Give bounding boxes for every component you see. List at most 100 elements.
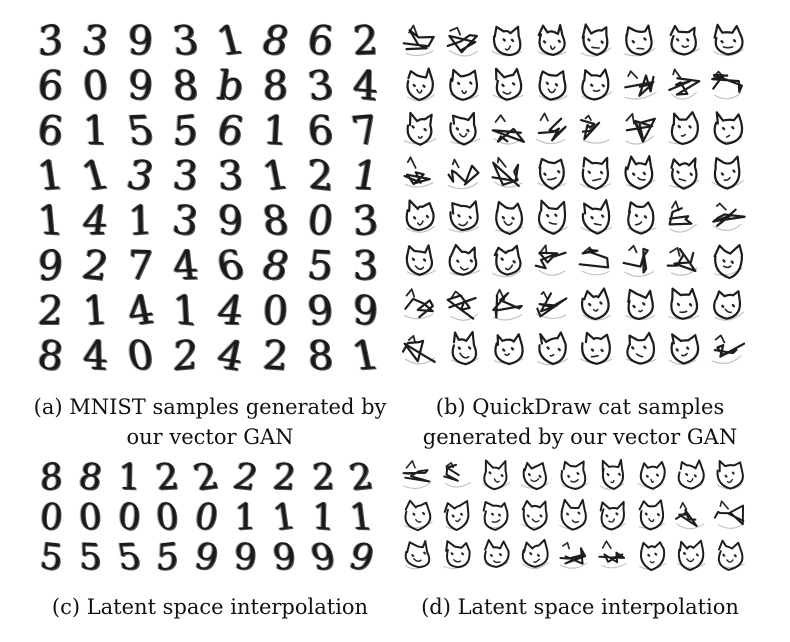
caption-a-line1: (a) MNIST samples generated by [33, 395, 387, 419]
cat-sketch [574, 108, 618, 152]
cat-sketch [618, 108, 662, 152]
digit-sample: 5 [78, 536, 103, 579]
digit-sample: 8 [259, 197, 292, 244]
digit-sample: 4 [213, 331, 248, 380]
cat-sketch [671, 456, 710, 496]
cat-sketch [486, 108, 530, 152]
cat-sketch [486, 64, 530, 108]
digit-sample: 2 [36, 287, 65, 334]
cat-sketch [662, 328, 706, 372]
digit-sample: 5 [155, 535, 180, 580]
cat-sketch [706, 152, 750, 196]
cat-sketch [486, 152, 530, 196]
digit-sample: 5 [123, 107, 158, 154]
cat-sketch [398, 108, 442, 152]
panel-d-cat-interpolation [398, 456, 750, 576]
cat-sketch [662, 20, 706, 64]
caption-b: (b) QuickDraw cat samples generated by o… [400, 392, 760, 452]
digit-sample: 3 [169, 195, 202, 246]
cat-sketch [486, 284, 530, 328]
cat-sketch [706, 240, 750, 284]
cat-sketch [662, 108, 706, 152]
cat-sketch [398, 284, 442, 328]
cat-sketch [574, 196, 618, 240]
digit-sample: 0 [306, 196, 335, 245]
cat-sketch [618, 284, 662, 328]
digit-sample: 8 [306, 332, 335, 379]
digit-sample: 4 [79, 197, 112, 244]
cat-sketch [554, 496, 593, 536]
digit-sample: 6 [305, 17, 336, 64]
cat-sketch [398, 456, 437, 496]
cat-sketch [398, 496, 437, 536]
cat-sample-grid [398, 20, 750, 372]
cat-sketch [398, 328, 442, 372]
digit-sample: 2 [261, 331, 290, 380]
caption-d: (d) Latent space interpolation [421, 595, 739, 619]
digit-sample: 0 [124, 332, 157, 379]
digit-sample: 1 [269, 495, 299, 540]
cat-sketch [706, 284, 750, 328]
caption-b-line1: (b) QuickDraw cat samples [435, 395, 725, 419]
digit-sample: 3 [79, 16, 112, 65]
cat-sketch [618, 152, 662, 196]
cat-sketch [530, 64, 574, 108]
cat-sketch [398, 536, 437, 576]
cat-sketch [437, 496, 476, 536]
digit-sample: 3 [122, 151, 159, 200]
cat-sketch [618, 196, 662, 240]
cat-sketch [486, 328, 530, 372]
digit-sample: 1 [81, 286, 110, 335]
cat-sketch [442, 328, 486, 372]
cat-sketch [554, 536, 593, 576]
cat-sketch [710, 456, 749, 496]
cat-sketch [442, 284, 486, 328]
digit-sample: 5 [304, 241, 337, 290]
digit-sample: 6 [305, 107, 336, 154]
cat-sketch [398, 64, 442, 108]
cat-sketch [706, 20, 750, 64]
digit-sample: 5 [172, 105, 199, 156]
digit-sample: 2 [171, 331, 200, 380]
cat-sketch [671, 536, 710, 576]
cat-sketch [442, 196, 486, 240]
digit-sample: 1 [348, 152, 383, 199]
cat-sketch [632, 496, 671, 536]
digit-sample: 8 [171, 61, 200, 110]
digit-sample: 9 [217, 196, 244, 245]
cat-sketch [515, 456, 554, 496]
digit-sample: 8 [35, 331, 66, 380]
digit-sample: 0 [154, 496, 181, 539]
cat-sketch [710, 536, 749, 576]
digit-sample: 7 [126, 242, 155, 289]
cat-sketch [574, 240, 618, 284]
cat-sketch [442, 240, 486, 284]
cat-sketch [530, 240, 574, 284]
cat-sketch [632, 536, 671, 576]
digit-sample: 9 [191, 535, 222, 580]
digit-sample: 8 [262, 61, 289, 110]
digit-sample: 1 [127, 196, 154, 245]
cat-sketch [515, 496, 554, 536]
digit-sample: 9 [352, 286, 379, 335]
cat-sketch [632, 456, 671, 496]
cat-sketch [437, 536, 476, 576]
cat-sketch [574, 152, 618, 196]
cat-interpolation-grid [398, 456, 750, 576]
digit-sample: 2 [270, 456, 298, 499]
digit-sample: 4 [352, 61, 379, 110]
cat-sketch [662, 152, 706, 196]
cat-sketch [593, 456, 632, 496]
digit-sample: 9 [270, 536, 298, 579]
digit-sample: 9 [305, 286, 336, 335]
cat-sketch [662, 196, 706, 240]
digit-sample: 2 [310, 456, 336, 499]
digit-sample: 1 [233, 496, 257, 539]
cat-sketch [671, 496, 710, 536]
cat-sketch [476, 456, 515, 496]
cat-sketch [476, 496, 515, 536]
cat-sketch [398, 20, 442, 64]
